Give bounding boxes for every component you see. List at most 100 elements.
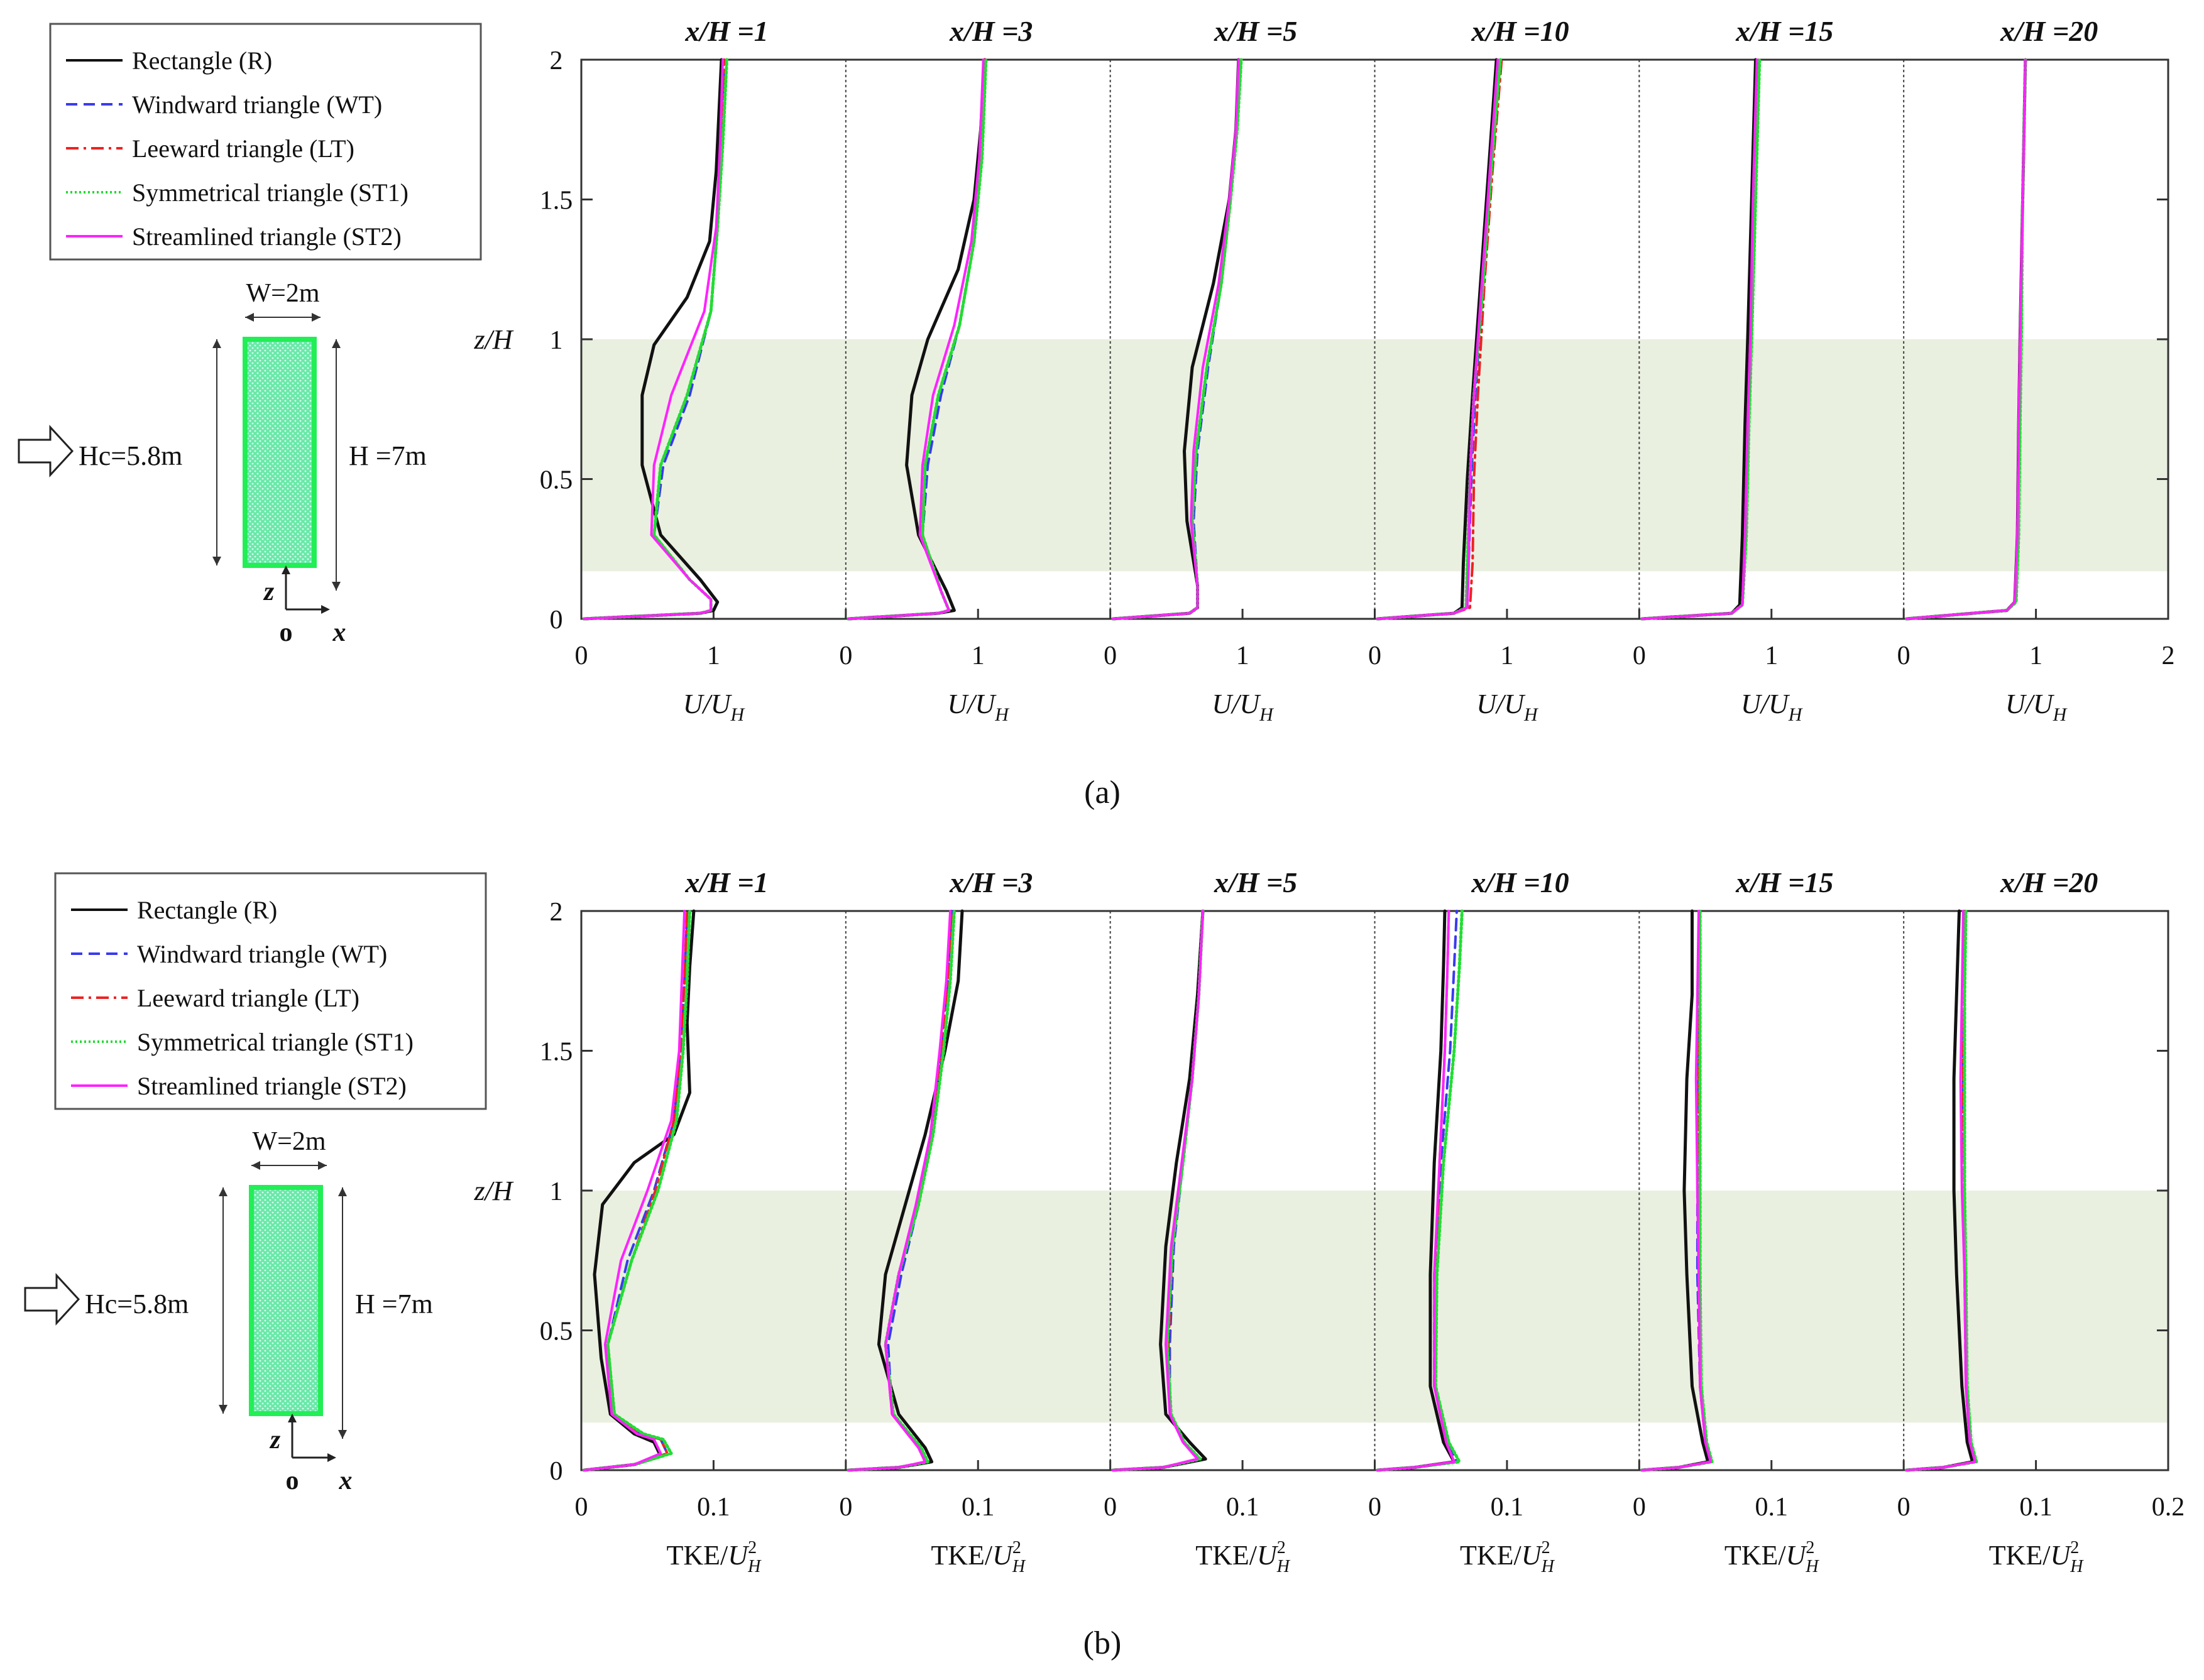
- inflow-arrow-icon: [18, 425, 74, 477]
- x-tick-label: 0.2: [2152, 1493, 2185, 1522]
- width-arrowheads: [251, 1161, 327, 1170]
- width-arrowheads: [245, 313, 321, 322]
- x-axis-label: TKE/U2 H: [1460, 1538, 1555, 1576]
- series-line-ST2: [583, 58, 725, 620]
- x-axis-label: U/UH: [1212, 689, 1275, 725]
- x-tick-label: 0: [1897, 641, 1911, 670]
- x-tick-label: 0: [1104, 641, 1117, 670]
- subplot-title: x/H =3: [949, 866, 1033, 898]
- subplot-title: x/H =20: [2000, 866, 2098, 898]
- canopy-zone-shade: [581, 1191, 2168, 1423]
- legend-label: Symmetrical triangle (ST1): [132, 178, 408, 207]
- series-line-ST2: [1640, 58, 1758, 620]
- panel-caption: (b): [1083, 1625, 1122, 1661]
- origin-label: o: [280, 618, 293, 647]
- x-axis-label: TKE/U2 H: [1724, 1538, 1820, 1576]
- x-axis-label: TKE/U2 H: [1989, 1538, 2085, 1576]
- x-tick-label: 1: [2029, 641, 2042, 670]
- y-tick-label: 0.5: [540, 466, 573, 495]
- x-axis-arrowhead: [327, 1453, 336, 1462]
- width-label: W=2m: [253, 1127, 326, 1156]
- legend-label: Rectangle (R): [132, 46, 272, 75]
- axis-x-label: x: [332, 618, 346, 647]
- x-axis-label: TKE/U2 H: [931, 1538, 1026, 1576]
- legend-label: Rectangle (R): [137, 896, 277, 924]
- subplot-title: x/H =3: [949, 15, 1033, 47]
- canopy-height-label: Hc=5.8m: [85, 1289, 189, 1319]
- axis-z-label: z: [263, 577, 275, 606]
- x-tick-label: 0: [575, 1493, 588, 1522]
- x-axis-label: U/UH: [683, 689, 746, 725]
- subplot-title: x/H =5: [1214, 15, 1297, 47]
- x-tick-label: 0.1: [697, 1493, 730, 1522]
- series-line-ST2: [1905, 58, 2027, 620]
- x-tick-label: 0: [1368, 641, 1381, 670]
- series-line-ST2: [583, 910, 686, 1471]
- legend-label: Windward triangle (WT): [137, 940, 387, 968]
- x-tick-label: 1: [972, 641, 985, 670]
- series-line-ST2: [1111, 910, 1204, 1471]
- series-line-ST2: [1376, 58, 1499, 620]
- legend-label: Streamlined triangle (ST2): [132, 222, 402, 251]
- x-axis-label: U/UH: [2005, 689, 2068, 725]
- legend-box: [54, 872, 487, 1110]
- x-tick-label: 1: [707, 641, 720, 670]
- x-tick-label: 0.1: [962, 1493, 995, 1522]
- x-tick-label: 0: [1368, 1493, 1381, 1522]
- legend-box: [49, 23, 482, 261]
- vegetation-barrier: [249, 1185, 323, 1416]
- legend-label: Leeward triangle (LT): [137, 984, 359, 1012]
- x-tick-label: 2: [2162, 641, 2175, 670]
- vegetation-barrier: [243, 337, 317, 568]
- x-tick-label: 0.1: [2019, 1493, 2053, 1522]
- subplot-title: x/H =10: [1471, 866, 1569, 898]
- x-tick-label: 0: [839, 641, 852, 670]
- canopy-zone-shade: [581, 339, 2168, 572]
- subplot-title: x/H =10: [1471, 15, 1569, 47]
- y-tick-label: 1: [550, 326, 563, 355]
- panel-a: 00.511.52z/Hx/H =10 1U/UHx/H =30 1U/UHx/H …: [18, 15, 2175, 810]
- series-line-ST2: [1640, 910, 1712, 1471]
- y-tick-label: 1.5: [540, 1038, 573, 1067]
- x-axis-label: U/UH: [1476, 689, 1539, 725]
- subplot-title: x/H =15: [1735, 866, 1833, 898]
- series-line-R: [847, 58, 987, 621]
- y-tick-label: 0: [550, 1457, 563, 1486]
- canopy-height-label: Hc=5.8m: [79, 440, 182, 471]
- height-label: H =7m: [355, 1289, 433, 1319]
- x-tick-label: 1: [1500, 641, 1513, 670]
- x-tick-label: 1: [1765, 641, 1778, 670]
- x-tick-label: 0: [1897, 1493, 1911, 1522]
- y-axis-label: z/H: [473, 324, 513, 355]
- subplot-title: x/H =5: [1214, 866, 1297, 898]
- x-axis-label: U/UH: [1741, 689, 1804, 725]
- x-axis-label: TKE/U2 H: [667, 1538, 762, 1576]
- series-line-ST2: [1376, 910, 1456, 1471]
- x-tick-label: 0: [575, 641, 588, 670]
- legend-label: Symmetrical triangle (ST1): [137, 1028, 414, 1056]
- axis-x-label: x: [339, 1466, 353, 1495]
- x-tick-label: 0.1: [1491, 1493, 1524, 1522]
- axis-z-label: z: [269, 1426, 281, 1454]
- x-tick-label: 0: [1104, 1493, 1117, 1522]
- panel-caption: (a): [1084, 775, 1121, 810]
- subplot-title: x/H =15: [1735, 15, 1833, 47]
- series-line-ST2: [1111, 58, 1240, 620]
- subplot-title: x/H =1: [684, 866, 768, 898]
- origin-label: o: [286, 1466, 299, 1495]
- x-tick-label: 0: [1633, 641, 1646, 670]
- x-tick-label: 0: [839, 1493, 852, 1522]
- x-tick-label: 0.1: [1226, 1493, 1259, 1522]
- y-axis-label: z/H: [473, 1175, 513, 1206]
- series-line-ST2: [1905, 910, 1976, 1471]
- series-line-ST2: [847, 58, 985, 620]
- inflow-arrow-icon: [24, 1273, 80, 1326]
- series-line-R: [582, 58, 723, 621]
- x-axis-label: TKE/U2 H: [1195, 1538, 1291, 1576]
- width-label: W=2m: [246, 279, 320, 308]
- z-axis-arrowhead: [282, 565, 290, 574]
- x-axis-label: U/UH: [948, 689, 1011, 725]
- subplot-title: x/H =1: [684, 15, 768, 47]
